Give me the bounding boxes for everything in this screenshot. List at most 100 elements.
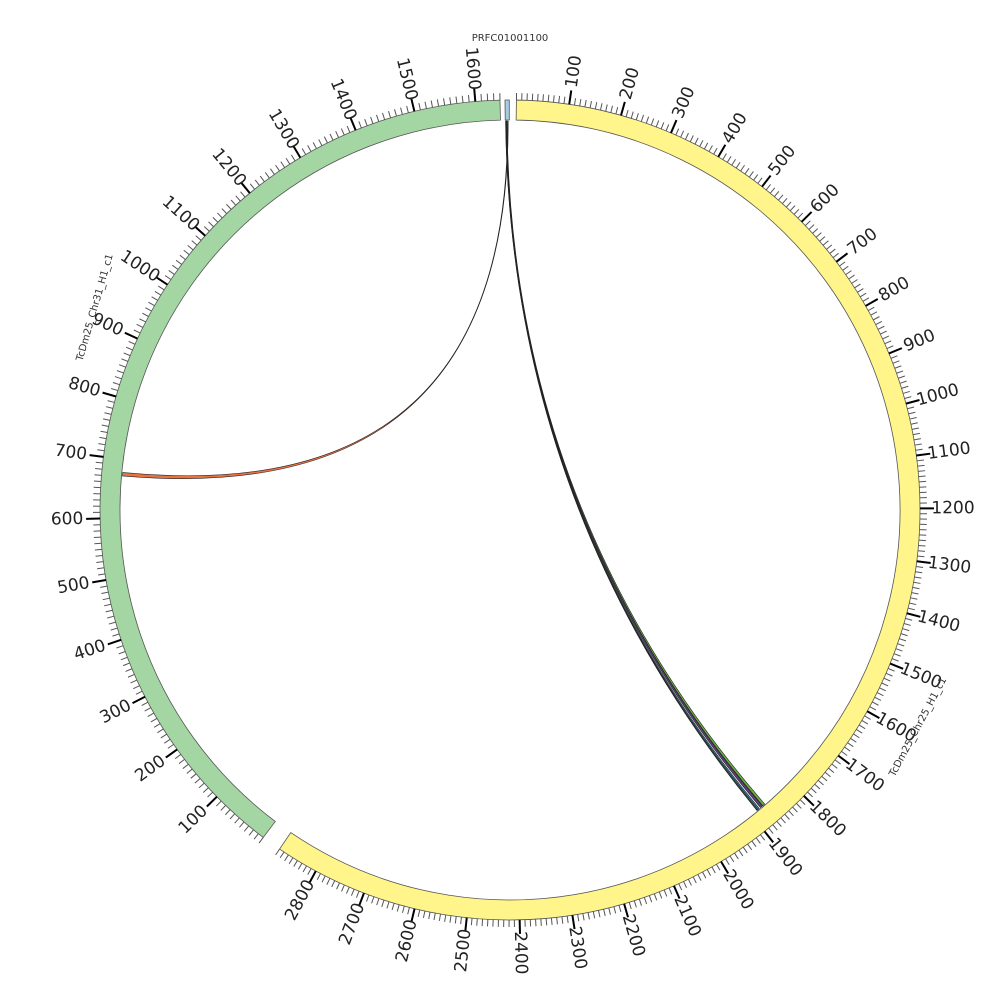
- tick-minor: [260, 176, 264, 182]
- tick-minor: [455, 916, 456, 923]
- tick-minor: [770, 188, 774, 193]
- tick-minor: [111, 628, 118, 630]
- tick-minor: [917, 460, 924, 461]
- tick-minor: [786, 202, 791, 207]
- tick-minor: [111, 389, 118, 391]
- tick-minor: [96, 562, 103, 563]
- tick-minor: [818, 780, 823, 785]
- tick-minor: [888, 668, 894, 671]
- tick-minor: [98, 574, 105, 575]
- tick-minor: [152, 297, 158, 301]
- tick-minor: [419, 103, 421, 110]
- tick-minor: [773, 825, 777, 830]
- tick-minor: [809, 225, 814, 230]
- tick-minor: [641, 115, 643, 122]
- tick-minor: [184, 250, 189, 254]
- tick-minor: [317, 874, 320, 880]
- tick-minor: [745, 168, 749, 174]
- tick-minor: [823, 241, 828, 246]
- tick-minor: [852, 280, 858, 284]
- tick-minor: [96, 556, 103, 557]
- tick-minor: [833, 253, 839, 257]
- tick-minor: [902, 629, 909, 631]
- tick-minor: [392, 903, 394, 910]
- tick-minor: [900, 381, 907, 383]
- tick-minor: [346, 887, 349, 893]
- tick-minor: [322, 876, 325, 882]
- tick-minor: [129, 341, 135, 344]
- tick-minor: [408, 907, 410, 914]
- tick-minor: [103, 419, 110, 421]
- tick-minor: [832, 764, 837, 768]
- tick-minor: [868, 307, 874, 310]
- tick-minor: [285, 855, 289, 861]
- tick-label: 2800: [281, 876, 319, 924]
- tick-minor: [382, 113, 384, 120]
- tick-minor: [886, 673, 892, 676]
- tick-minor: [905, 618, 912, 620]
- tick-minor: [142, 702, 148, 705]
- tick-minor: [124, 353, 130, 356]
- segment-chr25: [280, 100, 920, 920]
- tick-minor: [882, 683, 888, 686]
- tick-minor: [192, 241, 197, 246]
- tick-minor: [825, 772, 830, 776]
- tick-minor: [294, 861, 298, 867]
- tick-minor: [356, 891, 359, 898]
- tick-minor: [254, 834, 258, 840]
- tick-label: 2100: [669, 892, 705, 940]
- tick-minor: [97, 450, 104, 451]
- tick-minor: [128, 674, 134, 677]
- tick-minor: [649, 896, 651, 903]
- tick-minor: [336, 131, 339, 137]
- tick-minor: [916, 449, 923, 450]
- segment-prfc: [505, 100, 509, 120]
- tick-label: 800: [875, 273, 913, 306]
- tick-minor: [187, 769, 192, 773]
- tick-label: 600: [51, 509, 84, 530]
- tick-minor: [606, 105, 608, 112]
- tick-minor: [145, 708, 151, 711]
- tick-minor: [99, 437, 106, 438]
- tick-minor: [659, 892, 662, 899]
- tick-minor: [276, 849, 280, 855]
- tick-major: [92, 580, 106, 582]
- tick-minor: [631, 112, 633, 119]
- tick-minor: [752, 841, 756, 847]
- tick-minor: [913, 433, 920, 434]
- tick-minor: [903, 391, 910, 393]
- tick-minor: [387, 902, 389, 909]
- tick-minor: [100, 586, 107, 587]
- tick-label: 2700: [335, 900, 369, 948]
- tick-minor: [359, 121, 362, 128]
- tick-major: [166, 749, 177, 757]
- tick-minor: [845, 747, 851, 751]
- tick-minor: [98, 444, 105, 445]
- seq-name-prfc: PRFC01001100: [472, 33, 549, 44]
- tick-minor: [905, 397, 912, 399]
- tick-minor: [217, 213, 222, 218]
- tick-minor: [367, 895, 369, 902]
- tick-label: 1400: [326, 76, 361, 124]
- tick-minor: [113, 634, 120, 636]
- tick-minor: [444, 98, 445, 105]
- tick-minor: [365, 119, 367, 126]
- tick-minor: [121, 359, 128, 362]
- tick-minor: [739, 850, 743, 856]
- tick-minor: [431, 101, 432, 108]
- tick-minor: [249, 830, 253, 835]
- tick-minor: [133, 686, 139, 689]
- tick-major: [103, 393, 116, 397]
- tick-minor: [688, 879, 691, 885]
- tick-minor: [897, 371, 904, 373]
- tick-major: [90, 455, 104, 457]
- tick-minor: [727, 156, 731, 162]
- tick-minor: [679, 884, 682, 890]
- tick-minor: [600, 103, 602, 110]
- tick-minor: [94, 543, 101, 544]
- labels-layer: 1002003004005006007008009001000110012001…: [51, 33, 975, 975]
- tick-minor: [176, 260, 182, 264]
- tick-minor: [636, 113, 638, 120]
- tick-minor: [347, 126, 350, 132]
